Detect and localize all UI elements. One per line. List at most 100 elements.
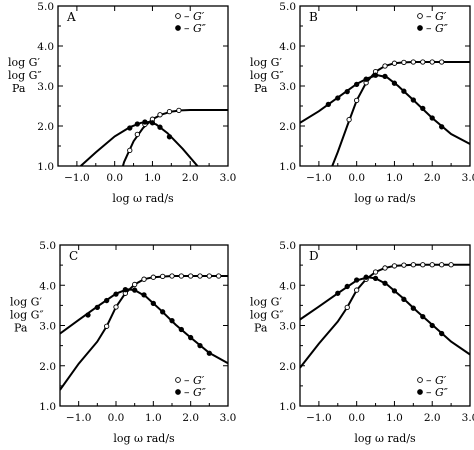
- data-point-g-double-prime: [104, 297, 110, 304]
- data-point-g-double-prime: [178, 326, 184, 333]
- legend-entry: – G″: [184, 22, 207, 35]
- data-point-g-prime: [439, 262, 445, 268]
- data-point-g-prime: [157, 112, 163, 118]
- data-point-g-prime: [132, 281, 138, 288]
- data-point-g-prime: [176, 107, 182, 114]
- y-axis-label-line: Pa: [12, 82, 26, 95]
- y-tick-label: 5.0: [279, 240, 296, 252]
- data-point-g-prime: [178, 273, 184, 279]
- x-tick-label: 2.0: [424, 412, 441, 424]
- data-point-g-prime: [382, 265, 388, 271]
- legend-marker: [175, 25, 181, 31]
- data-point-g-double-prime: [354, 81, 360, 88]
- panel-label: D: [309, 249, 319, 263]
- data-point-g-double-prime: [188, 334, 194, 341]
- data-point-g-prime: [382, 63, 388, 69]
- x-tick-label: 2.0: [424, 172, 441, 184]
- series-line-g-double-prime: [300, 276, 470, 356]
- legend-entry: – G′: [426, 10, 447, 23]
- series-line-g-double-prime: [80, 120, 199, 166]
- data-point-g-double-prime: [372, 72, 379, 78]
- data-point-g-prime: [410, 59, 416, 65]
- data-point-g-prime: [166, 108, 173, 115]
- legend-marker: [417, 13, 423, 19]
- data-point-g-double-prime: [160, 309, 166, 315]
- x-tick-label: 1.0: [145, 412, 162, 424]
- data-point-g-double-prime: [439, 330, 445, 337]
- data-point-g-prime: [429, 262, 435, 268]
- y-axis-label-line: Pa: [14, 322, 28, 335]
- data-point-g-double-prime: [169, 318, 175, 324]
- panel-label: B: [309, 10, 318, 24]
- x-tick-label: −1.0: [64, 172, 90, 184]
- y-axis-label-line: log G″: [10, 309, 44, 322]
- x-tick-label: 1.0: [386, 172, 403, 184]
- x-tick-label: 3.0: [220, 412, 237, 424]
- y-axis-label-line: log G′: [10, 296, 42, 309]
- data-point-g-double-prime: [410, 97, 416, 103]
- y-tick-label: 2.0: [279, 361, 296, 373]
- series-line-g-double-prime: [300, 74, 470, 145]
- data-point-g-prime: [391, 263, 398, 269]
- data-point-g-double-prime: [439, 124, 445, 130]
- y-axis-label-line: log G″: [8, 69, 42, 82]
- x-tick-label: −1.0: [66, 412, 92, 424]
- data-point-g-double-prime: [382, 280, 388, 286]
- data-point-g-double-prime: [157, 124, 163, 130]
- x-tick-label: 3.0: [462, 172, 474, 184]
- legend-marker: [417, 25, 423, 31]
- y-tick-label: 3.0: [37, 81, 54, 93]
- legend-entry: – G′: [426, 374, 447, 387]
- data-point-g-prime: [372, 269, 379, 275]
- data-point-g-prime: [134, 131, 140, 138]
- data-point-g-prime: [169, 273, 175, 279]
- data-point-g-double-prime: [94, 304, 100, 311]
- data-point-g-prime: [216, 273, 222, 279]
- legend-entry: – G″: [426, 22, 449, 35]
- y-axis-label-line: Pa: [254, 82, 268, 95]
- data-point-g-double-prime: [134, 121, 140, 127]
- panel-label: C: [69, 249, 78, 263]
- data-point-g-prime: [439, 59, 445, 65]
- y-tick-label: 4.0: [279, 280, 296, 292]
- data-point-g-double-prime: [344, 283, 350, 290]
- data-point-g-prime: [420, 262, 426, 268]
- data-point-g-double-prime: [150, 300, 156, 307]
- y-tick-label: 1.0: [279, 401, 296, 413]
- series-line-g-prime: [331, 61, 470, 166]
- data-point-g-double-prime: [363, 274, 369, 280]
- data-point-g-double-prime: [363, 76, 369, 82]
- x-tick-label: 3.0: [462, 412, 474, 424]
- y-tick-label: 3.0: [279, 321, 296, 333]
- x-tick-label: 0.0: [106, 172, 123, 184]
- data-point-g-double-prime: [113, 291, 119, 297]
- legend-entry: – G″: [426, 386, 449, 399]
- data-point-g-double-prime: [420, 313, 426, 320]
- y-tick-label: 4.0: [279, 41, 296, 53]
- x-tick-label: 2.0: [182, 412, 199, 424]
- data-point-g-double-prime: [344, 88, 350, 95]
- data-point-g-double-prime: [410, 305, 416, 311]
- data-point-g-double-prime: [149, 120, 156, 126]
- data-point-g-prime: [354, 97, 360, 104]
- y-tick-label: 1.0: [37, 161, 54, 173]
- data-point-g-prime: [141, 276, 147, 282]
- data-point-g-prime: [429, 59, 435, 65]
- legend-marker: [417, 377, 423, 383]
- y-axis-label-line: Pa: [254, 322, 268, 335]
- data-point-g-double-prime: [85, 312, 91, 318]
- x-tick-label: 0.0: [348, 172, 365, 184]
- data-point-g-double-prime: [325, 101, 331, 108]
- data-point-g-double-prime: [401, 88, 407, 94]
- legend-marker: [175, 389, 181, 395]
- y-tick-label: 4.0: [37, 41, 54, 53]
- legend-entry: – G′: [184, 10, 205, 23]
- y-tick-label: 1.0: [279, 161, 296, 173]
- data-point-g-double-prime: [122, 287, 128, 293]
- data-point-g-prime: [354, 287, 360, 293]
- data-point-g-double-prime: [401, 296, 407, 302]
- y-tick-label: 1.0: [39, 401, 56, 413]
- data-point-g-prime: [401, 59, 407, 66]
